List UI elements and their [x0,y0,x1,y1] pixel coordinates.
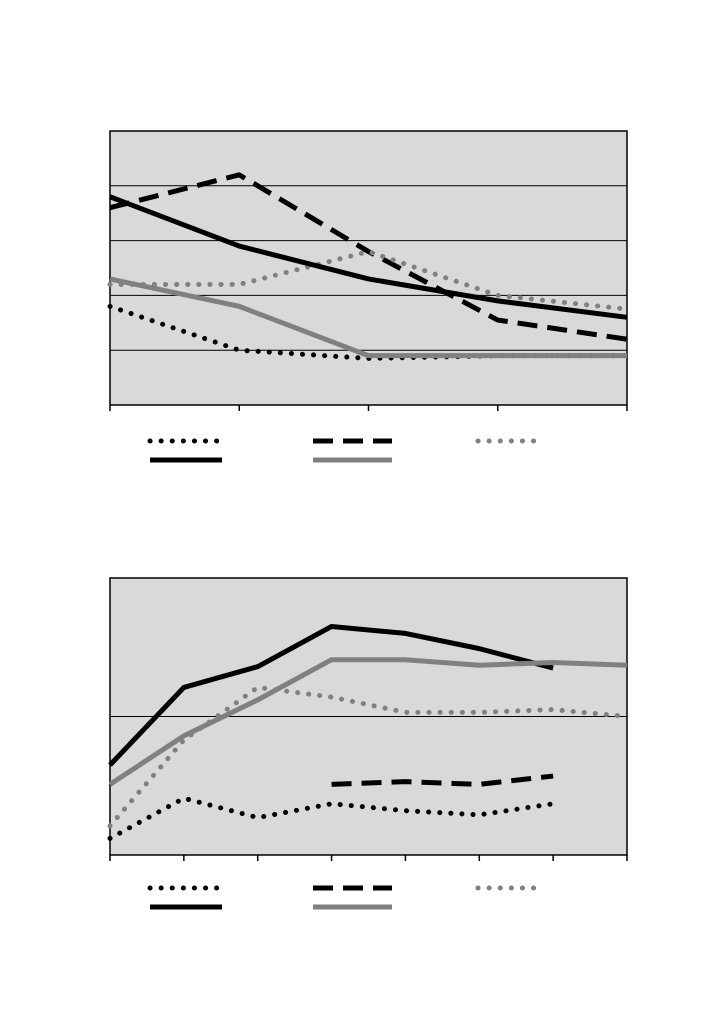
series-line [108,623,554,767]
series-line [107,684,630,829]
series-line [107,303,630,361]
series-line [109,194,628,320]
series-line [109,276,627,359]
series-line [108,657,628,787]
plot-area [110,131,627,405]
series-line [107,249,630,312]
series-line [109,172,628,342]
plot-border [109,577,628,856]
series-line [331,773,554,787]
series-line [107,795,556,841]
